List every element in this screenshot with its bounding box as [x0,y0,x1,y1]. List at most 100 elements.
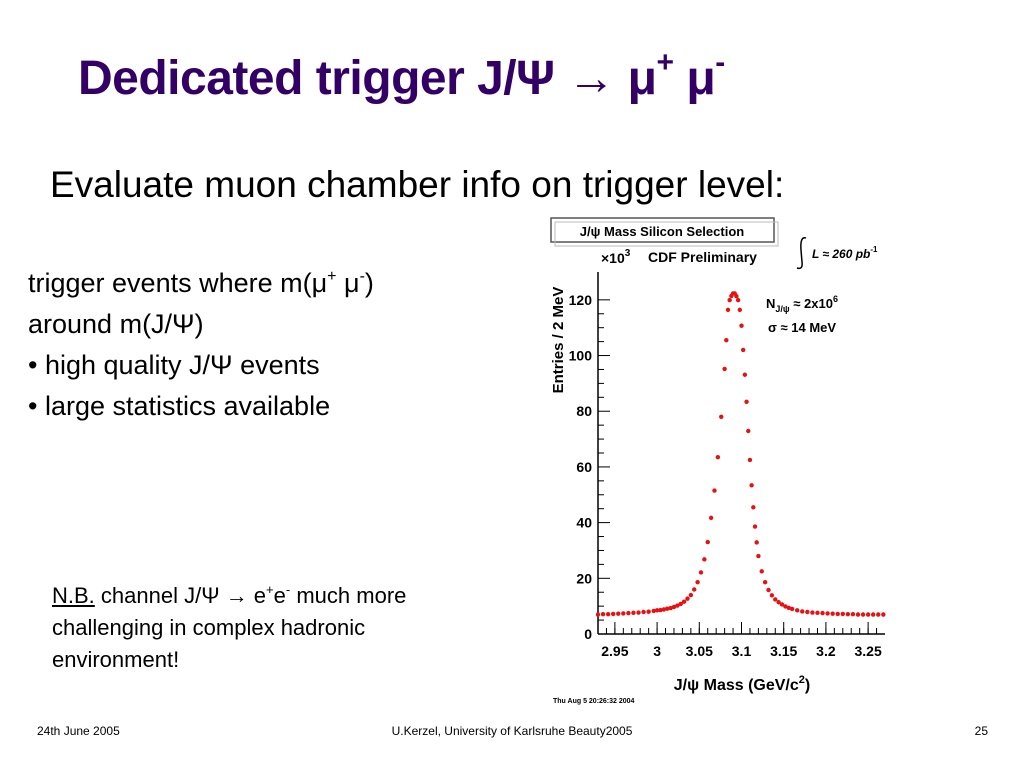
annot-n-value: ≈ 2x10 [790,296,833,311]
bullet-line-3: • high quality J/Ψ events [28,350,320,380]
data-point [766,587,771,593]
data-point [626,610,631,616]
data-point [702,557,707,562]
data-point [786,605,791,611]
data-point [747,457,753,463]
data-point [692,587,697,592]
data-point [631,610,636,616]
line1-text: trigger events where m(μ [28,268,328,298]
data-point [695,580,700,585]
y-tick-label: 20 [576,570,592,586]
line1-sup-minus: - [359,268,365,285]
y-multiplier: ×103 [601,248,631,266]
data-point [815,610,820,616]
plot-title: J/ψ Mass Silicon Selection [580,224,744,239]
footer-date: 24th June 2005 [37,724,120,738]
note-line-3: environment! [52,647,180,672]
data-point [722,366,727,372]
data-point [698,570,704,575]
footer-center: U.Kerzel, University of Karlsruhe Beauty… [391,724,633,738]
note-sup-plus: + [266,582,274,597]
y-tick-label: 0 [584,626,592,642]
x-label-close: ) [805,677,810,694]
data-point [759,569,764,574]
slide-subtitle: Evaluate muon chamber info on trigger le… [50,164,785,205]
bullet-list: trigger events where m(μ+ μ-) around m(J… [28,256,374,427]
x-tick-label: 3 [653,643,661,659]
data-point [705,539,710,545]
annot-n-exp: 6 [833,294,838,304]
data-point [756,553,761,559]
data-point [610,611,616,617]
line1-sup-plus: + [327,268,337,285]
note-e: e [273,583,286,608]
plot-timestamp: Thu Aug 5 20:26:32 2004 [553,698,635,705]
y-tick-label: 120 [569,292,593,308]
slide-title: Dedicated trigger J/Ψ → μ+ μ- [78,46,725,106]
data-point [727,297,732,303]
data-point [746,428,751,434]
note-a: channel J/Ψ → e [94,583,267,608]
x-label-exp: 2 [799,674,805,686]
data-point [688,592,694,598]
y-multiplier-base: ×10 [601,250,625,266]
data-point [783,604,788,609]
axis-ticks: 0 20 40 60 80 100 120 2.95 3 3.05 3.1 3.15 3.2 3.25 [569,292,882,659]
data-point [605,612,611,617]
data-point [870,612,876,617]
y-multiplier-exp: 3 [625,248,631,259]
data-point [671,604,677,610]
data-point [616,611,621,616]
data-point [739,323,744,328]
bullet-line-2: around m(J/Ψ) [28,309,204,339]
plot-title-shadow [554,221,779,247]
data-point [681,599,687,604]
data-point [678,601,683,607]
note-line-2: challenging in complex hadronic [52,615,366,640]
line1-close: ) [364,268,374,298]
data-point [795,608,800,613]
data-point [708,515,714,521]
data-point [636,610,641,615]
data-point [742,372,748,377]
data-point [595,612,601,617]
annot-n-sub: J/ψ [775,304,790,314]
data-point [789,606,795,612]
y-tick-label: 60 [576,459,592,475]
data-point [744,399,749,404]
nb-note: N.B. channel J/Ψ → e+e- much more challe… [52,574,406,676]
data-point [876,612,881,617]
luminosity-exp: -1 [870,245,878,254]
x-axis-label: J/ψ Mass (GeV/c2) [674,674,810,694]
annot-sigma: σ ≈ 14 MeV [768,320,836,335]
x-label-main: J/ψ Mass (GeV/c [674,677,799,694]
data-point [800,609,805,614]
data-point [805,609,810,615]
data-point [840,611,845,617]
bullet-line-1: trigger events where m(μ+ μ-) [28,256,374,304]
data-point [845,612,851,617]
cdf-preliminary: CDF Preliminary [648,249,757,265]
x-tick-label: 3.05 [686,643,713,659]
annot-n-jpsi: NJ/ψ ≈ 2x106 [766,294,838,314]
data-point [651,608,656,614]
data-point [641,609,646,615]
data-point [830,611,835,616]
footer-page: 25 [974,724,988,738]
luminosity: L ≈ 260 pb-1 [812,245,878,261]
note-sup-minus: - [285,582,291,597]
title-mid: μ [673,52,716,105]
data-point [719,414,724,419]
data-point [776,600,781,605]
data-point [734,294,739,299]
data-point [835,611,840,617]
data-point [779,602,785,607]
y-axis-label: Entries / 2 MeV [550,287,567,394]
line1-mu: μ [336,268,360,298]
integral-icon [796,237,807,270]
data-point [665,606,670,611]
y-tick-label: 80 [576,403,592,419]
x-tick-label: 3.2 [816,643,836,659]
x-tick-label: 3.1 [732,643,752,659]
